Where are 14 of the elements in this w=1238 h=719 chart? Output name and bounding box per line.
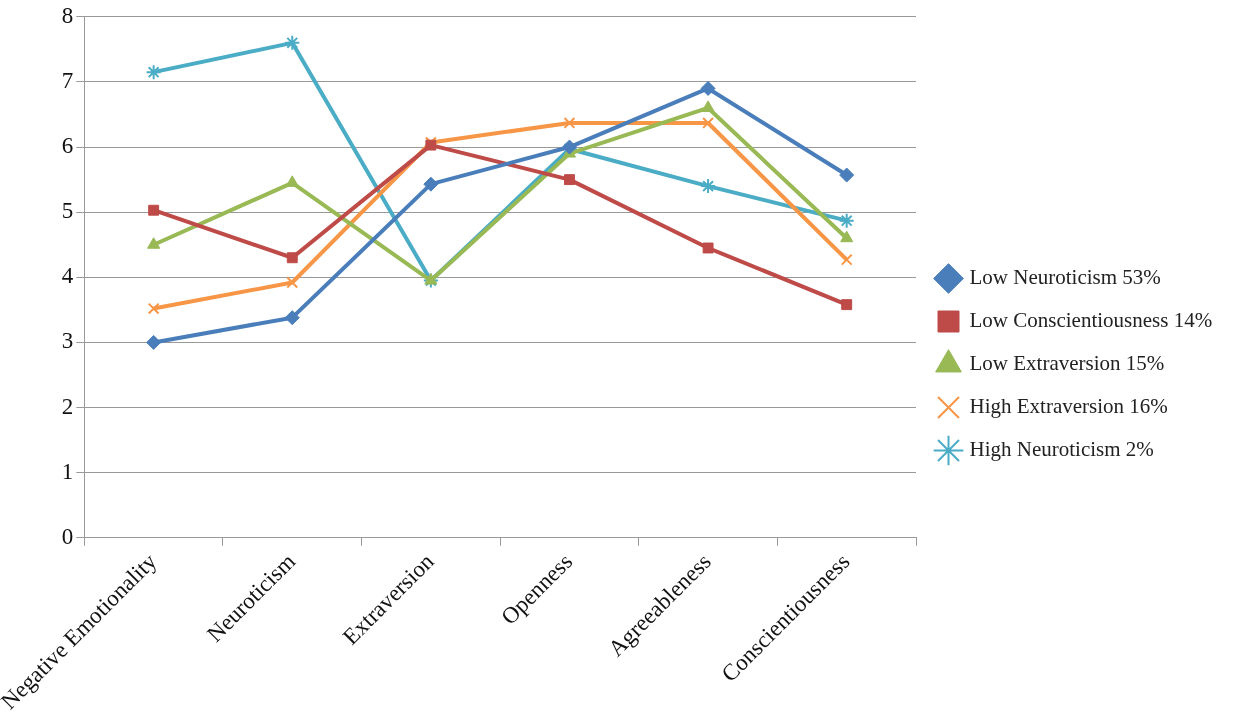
y-tick-label: 4 bbox=[61, 263, 74, 289]
y-tick-label: 1 bbox=[61, 458, 74, 484]
y-tick-label: 0 bbox=[61, 523, 74, 549]
legend-label: Low Conscientiousness 14% bbox=[969, 308, 1213, 333]
y-tick-label: 6 bbox=[61, 133, 74, 159]
legend-label: Low Extraversion 15% bbox=[969, 351, 1165, 376]
y-tick-label: 5 bbox=[61, 198, 74, 224]
y-tick-label: 7 bbox=[61, 67, 74, 93]
legend-label: High Neuroticism 2% bbox=[969, 437, 1154, 462]
y-tick-label: 2 bbox=[61, 393, 74, 419]
legend-label: High Extraversion 16% bbox=[969, 394, 1168, 419]
y-tick-label: 3 bbox=[61, 328, 74, 354]
legend-label: Low Neuroticism 53% bbox=[969, 265, 1161, 290]
y-tick-label: 8 bbox=[61, 2, 74, 28]
